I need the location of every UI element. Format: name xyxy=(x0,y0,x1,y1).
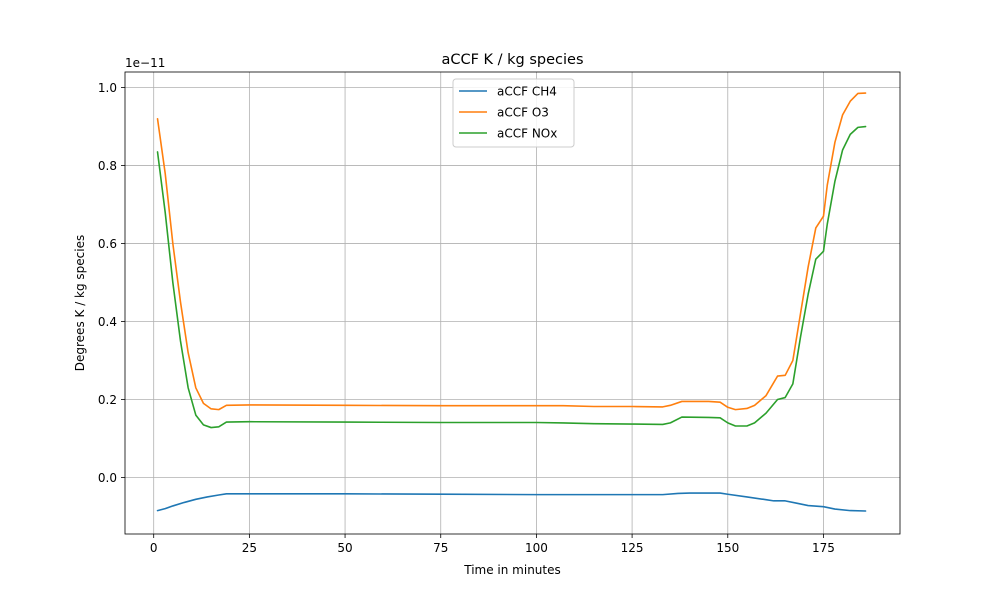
x-tick-label: 25 xyxy=(242,541,257,555)
y-axis-offset-label: 1e−11 xyxy=(125,56,165,70)
x-tick-label: 75 xyxy=(433,541,448,555)
y-tick-label: 0.6 xyxy=(98,237,117,251)
x-tick-label: 100 xyxy=(525,541,548,555)
x-tick-label: 150 xyxy=(716,541,739,555)
series-line-accf-ch4 xyxy=(156,492,867,512)
x-tick-label: 125 xyxy=(621,541,644,555)
plot-area-frame xyxy=(124,71,901,535)
chart-title: aCCF K / kg species xyxy=(441,52,583,68)
y-tick-label: 0.8 xyxy=(98,159,117,173)
legend-label-accf-ch4: aCCF CH4 xyxy=(497,85,557,99)
legend-label-accf-o3: aCCF O3 xyxy=(497,106,549,120)
x-axis-label: Time in minutes xyxy=(463,563,561,577)
x-tick-label: 0 xyxy=(150,541,158,555)
x-tick-label: 175 xyxy=(812,541,835,555)
series-line-accf-nox xyxy=(156,125,867,429)
y-tick-label: 0.2 xyxy=(98,393,117,407)
legend-label-accf-nox: aCCF NOx xyxy=(497,127,557,141)
x-tick-label: 50 xyxy=(337,541,352,555)
series-lines xyxy=(156,92,867,512)
legend-box xyxy=(452,78,575,148)
y-tick-label: 0.4 xyxy=(98,315,117,329)
series-line-accf-o3 xyxy=(156,92,867,411)
legend: aCCF CH4 aCCF O3 aCCF NOx xyxy=(452,78,575,148)
y-tick-label: 0.0 xyxy=(98,471,117,485)
y-tick-label: 1.0 xyxy=(98,81,117,95)
y-axis-label: Degrees K / kg species xyxy=(73,235,87,371)
axis-ticks: 0 25 50 75 100 125 150 175 0.0 0.2 0.4 0.6 0.8 1.0 xyxy=(98,81,835,555)
